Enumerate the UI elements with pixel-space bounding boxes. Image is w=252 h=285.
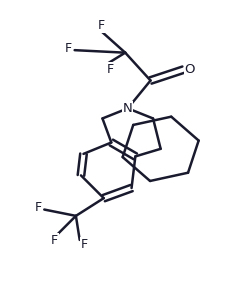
Text: O: O bbox=[184, 63, 194, 76]
Text: F: F bbox=[97, 19, 104, 32]
Text: F: F bbox=[51, 234, 58, 247]
Text: F: F bbox=[80, 238, 87, 251]
Text: F: F bbox=[34, 201, 41, 213]
Text: F: F bbox=[106, 63, 113, 76]
Text: N: N bbox=[122, 102, 132, 115]
Text: F: F bbox=[65, 42, 72, 55]
